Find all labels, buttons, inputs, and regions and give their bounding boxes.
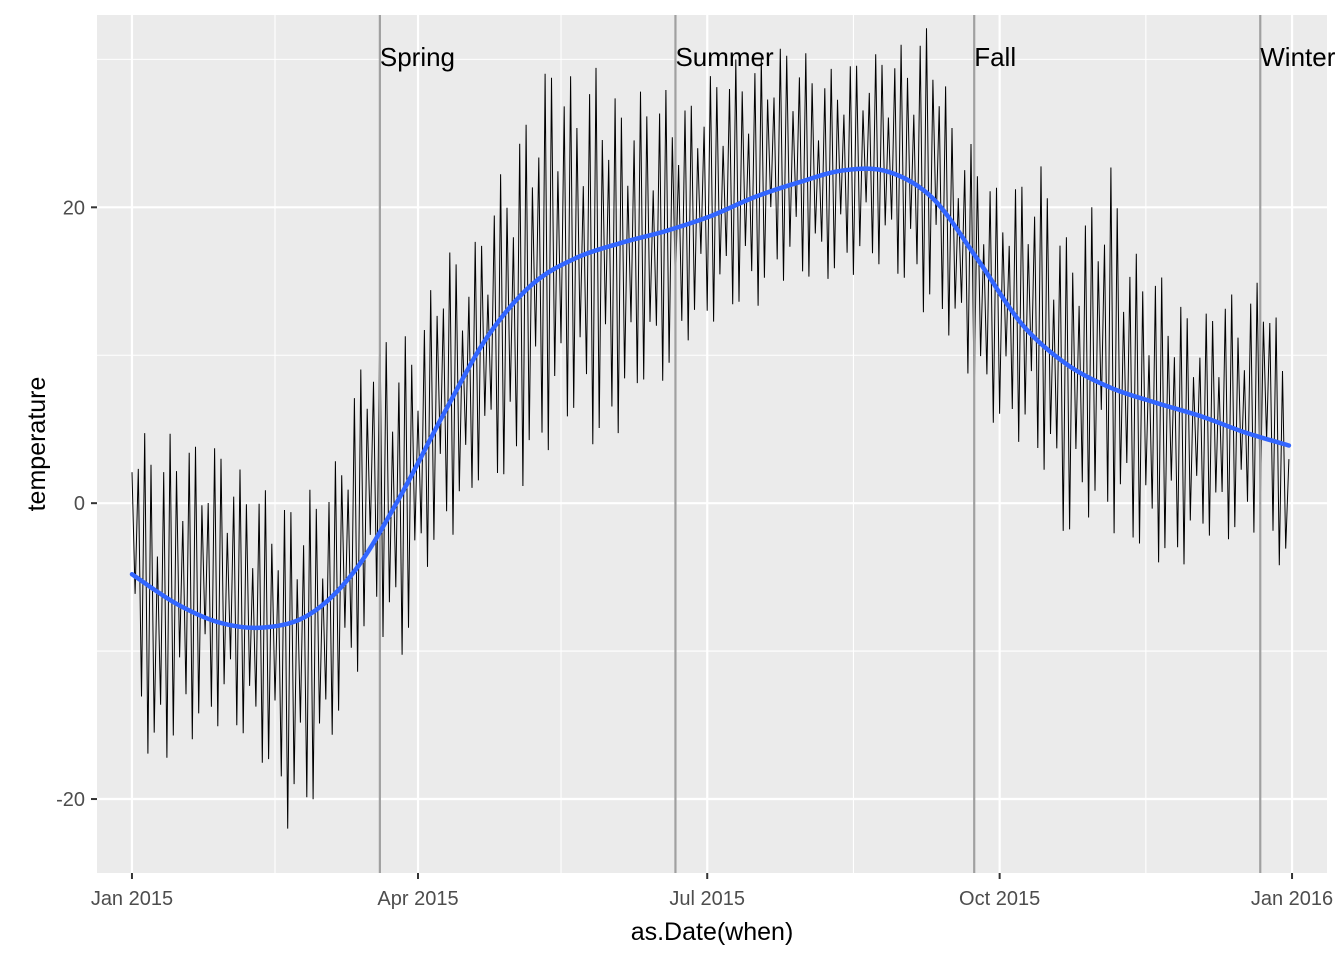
- x-tick-label: Jul 2015: [669, 888, 745, 910]
- plot-panel: [97, 15, 1327, 873]
- grid-minor: [97, 15, 1327, 873]
- x-axis: Jan 2015 Apr 2015 Jul 2015 Oct 2015 Jan 2016: [91, 873, 1333, 910]
- x-axis-title: as.Date(when): [631, 918, 794, 946]
- season-label: Fall: [974, 42, 1016, 72]
- y-tick-label: 0: [74, 493, 85, 515]
- series-raw-line: [131, 28, 1290, 829]
- season-label: Winter: [1260, 42, 1335, 72]
- y-axis-title: temperature: [23, 377, 51, 512]
- x-tick-label: Jan 2015: [91, 888, 173, 910]
- season-labels: Spring Summer Fall Winter: [380, 42, 1336, 72]
- season-label: Spring: [380, 42, 455, 72]
- season-label: Summer: [675, 42, 774, 72]
- y-axis: -20 0 20: [56, 197, 97, 811]
- x-tick-label: Jan 2016: [1251, 888, 1333, 910]
- x-tick-label: Oct 2015: [959, 888, 1040, 910]
- series-smooth-trend: [129, 166, 1292, 631]
- series-raw-temperature: [131, 28, 1290, 829]
- y-tick-label: -20: [56, 789, 85, 811]
- y-tick-label: 20: [63, 197, 85, 219]
- season-lines: [378, 15, 1262, 873]
- series-smooth-line: [129, 166, 1292, 631]
- x-tick-label: Apr 2015: [377, 888, 458, 910]
